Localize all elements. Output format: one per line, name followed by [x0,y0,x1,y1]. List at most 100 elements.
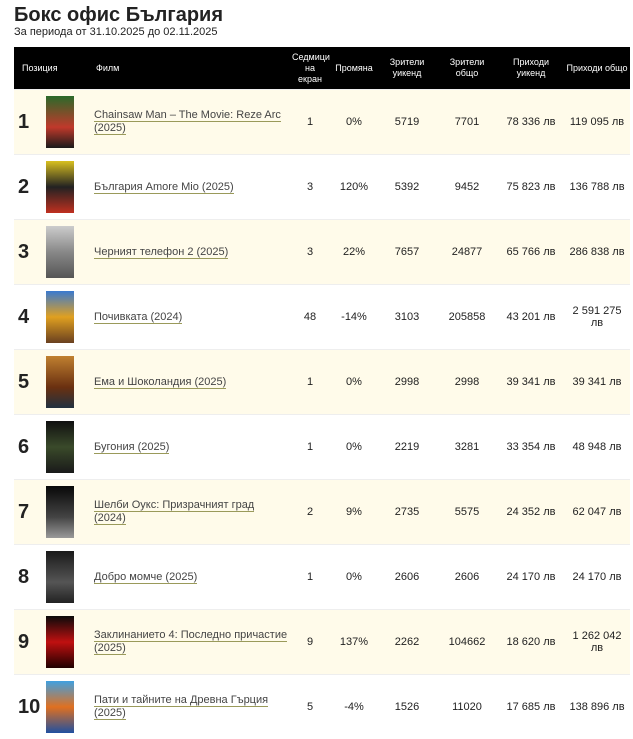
table-cell: 43 201 лв [498,285,564,350]
column-header: Зрители общо [436,47,498,90]
rank-cell: 8 [14,545,88,610]
film-cell: Пати и тайните на Древна Гърция (2025) [88,675,290,739]
table-cell: 3 [290,155,330,220]
rank-cell: 3 [14,220,88,285]
movie-poster [46,356,74,408]
movie-poster [46,96,74,148]
movie-poster [46,486,74,538]
rank-cell: 9 [14,610,88,675]
table-cell: 104662 [436,610,498,675]
table-cell: 137% [330,610,378,675]
film-link[interactable]: Chainsaw Man – The Movie: Reze Arc (2025… [94,109,281,135]
table-cell: 22% [330,220,378,285]
table-cell: 2219 [378,415,436,480]
film-link[interactable]: Черният телефон 2 (2025) [94,246,228,259]
film-cell: България Amore Mio (2025) [88,155,290,220]
film-cell: Chainsaw Man – The Movie: Reze Arc (2025… [88,90,290,155]
table-cell: 2 [290,480,330,545]
table-cell: 1 [290,415,330,480]
rank-number: 3 [18,241,46,264]
column-header: Позиция [14,47,88,90]
rank-number: 5 [18,371,46,394]
table-cell: 39 341 лв [564,350,630,415]
rank-cell: 5 [14,350,88,415]
rank-number: 8 [18,566,46,589]
page-title: Бокс офис България [14,4,223,27]
period-subtitle: За периода от 31.10.2025 до 02.11.2025 [14,26,218,38]
table-cell: 24 170 лв [564,545,630,610]
table-cell: 1 [290,90,330,155]
table-cell: 39 341 лв [498,350,564,415]
table-cell: 9452 [436,155,498,220]
table-cell: 1 [290,350,330,415]
rank-number: 10 [18,696,46,719]
film-link[interactable]: Шелби Оукс: Призрачният град (2024) [94,499,254,525]
column-header: Приходи уикенд [498,47,564,90]
film-link[interactable]: Добро момче (2025) [94,571,197,584]
table-cell: 1526 [378,675,436,739]
film-link[interactable]: Ема и Шоколандия (2025) [94,376,226,389]
table-cell: 9% [330,480,378,545]
rank-cell: 4 [14,285,88,350]
table-cell: 0% [330,545,378,610]
film-cell: Добро момче (2025) [88,545,290,610]
movie-poster [46,421,74,473]
table-cell: 2262 [378,610,436,675]
table-cell: 136 788 лв [564,155,630,220]
table-cell: 286 838 лв [564,220,630,285]
table-cell: 48 948 лв [564,415,630,480]
table-cell: 2606 [436,545,498,610]
film-link[interactable]: Пати и тайните на Древна Гърция (2025) [94,694,268,720]
table-cell: -4% [330,675,378,739]
film-cell: Бугония (2025) [88,415,290,480]
film-link[interactable]: Почивката (2024) [94,311,182,324]
table-cell: 120% [330,155,378,220]
rank-cell: 6 [14,415,88,480]
page: Бокс офис България За периода от 31.10.2… [0,0,633,723]
table-cell: -14% [330,285,378,350]
table-cell: 5 [290,675,330,739]
table-cell: 5719 [378,90,436,155]
rank-number: 4 [18,306,46,329]
table-cell: 3103 [378,285,436,350]
table-cell: 7657 [378,220,436,285]
table-cell: 7701 [436,90,498,155]
film-link[interactable]: България Amore Mio (2025) [94,181,234,194]
rank-number: 6 [18,436,46,459]
table-cell: 2735 [378,480,436,545]
table-cell: 0% [330,350,378,415]
table-cell: 5392 [378,155,436,220]
table-cell: 18 620 лв [498,610,564,675]
rank-cell: 2 [14,155,88,220]
table-cell: 205858 [436,285,498,350]
film-cell: Черният телефон 2 (2025) [88,220,290,285]
table-cell: 2998 [436,350,498,415]
table-cell: 11020 [436,675,498,739]
table-cell: 9 [290,610,330,675]
column-header: Филм [88,47,290,90]
movie-poster [46,226,74,278]
rank-cell: 1 [14,90,88,155]
table-cell: 24877 [436,220,498,285]
film-link[interactable]: Бугония (2025) [94,441,169,454]
film-link[interactable]: Заклинанието 4: Последно причастие (2025… [94,629,287,655]
column-header: Зрители уикенд [378,47,436,90]
movie-poster [46,616,74,668]
table-cell: 3281 [436,415,498,480]
rank-number: 2 [18,176,46,199]
table-cell: 119 095 лв [564,90,630,155]
table-cell: 48 [290,285,330,350]
table-cell: 138 896 лв [564,675,630,739]
table-cell: 75 823 лв [498,155,564,220]
column-header: Седмици на екран [290,47,330,90]
movie-poster [46,551,74,603]
table-cell: 2998 [378,350,436,415]
